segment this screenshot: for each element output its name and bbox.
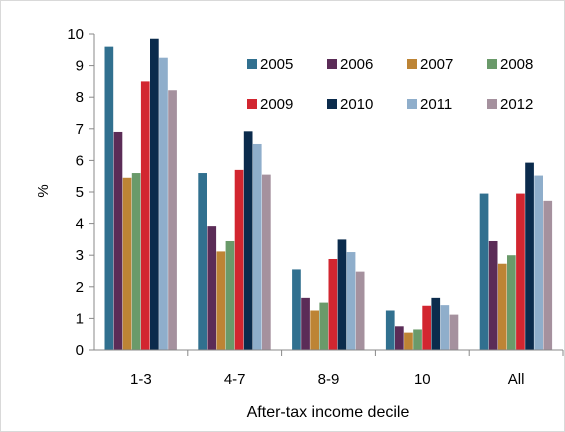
y-tick-label: 8: [76, 89, 84, 106]
bar-2008: [507, 255, 516, 350]
bar-2011: [440, 305, 450, 350]
legend-label-2007: 2007: [420, 56, 453, 73]
bar-2009: [234, 169, 244, 350]
x-axis-label: After-tax income decile: [247, 404, 410, 421]
legend-swatch-2012: [487, 99, 497, 109]
bar-2008: [131, 173, 141, 350]
y-tick-label: 1: [76, 310, 84, 327]
legend-swatch-2005: [247, 59, 257, 69]
bar-2006: [395, 326, 404, 350]
bar-2007: [497, 263, 507, 350]
legend-label-2010: 2010: [340, 96, 373, 113]
bar-2010: [525, 162, 534, 350]
bar-2007: [404, 332, 413, 350]
bar-2011: [159, 57, 168, 350]
y-tick-label: 4: [76, 216, 84, 233]
bar-2010: [150, 38, 159, 351]
y-tick-label: 2: [76, 279, 84, 296]
bar-2005: [292, 269, 301, 350]
y-tick-label: 7: [76, 121, 84, 138]
bar-2011: [252, 143, 262, 350]
bar-2009: [422, 305, 431, 350]
bar-2012: [449, 314, 459, 350]
y-tick-label: 5: [76, 184, 84, 201]
legend-swatch-2009: [247, 99, 257, 109]
y-tick-label: 0: [76, 342, 84, 359]
bar-2006: [207, 226, 217, 350]
legend-label-2006: 2006: [340, 56, 373, 73]
bar-2012: [355, 271, 365, 350]
bar-2009: [140, 81, 150, 351]
bar-2006: [113, 131, 123, 350]
x-tick-label: 1-3: [130, 371, 152, 388]
bar-2008: [225, 240, 235, 350]
bar-2008: [319, 302, 329, 350]
bar-2007: [216, 251, 226, 350]
bar-2012: [168, 90, 177, 351]
legend: 2005 2006 2007 2008 2009 2010 2011 2012: [247, 56, 533, 113]
y-tick-label: 3: [76, 247, 84, 264]
bar-2012: [543, 200, 553, 350]
legend-swatch-2010: [327, 99, 337, 109]
bar-2006: [301, 297, 310, 350]
bar-2011: [534, 175, 543, 350]
bar-2012: [262, 174, 271, 350]
y-axis-label: %: [35, 184, 52, 197]
x-tick-label: All: [508, 371, 525, 388]
legend-swatch-2011: [407, 99, 417, 109]
y-tick-label: 10: [67, 26, 84, 43]
legend-label-2011: 2011: [420, 96, 452, 113]
axes-layer: 0 1 2 3 4 5 6 7 8 9 10 1-3 4-7 8-9 10 All: [67, 26, 564, 388]
legend-swatch-2007: [407, 59, 417, 69]
bar-2009: [516, 193, 525, 350]
bar-2010: [243, 131, 253, 350]
bar-2005: [385, 310, 395, 350]
bar-2005: [479, 193, 489, 350]
legend-label-2012: 2012: [500, 96, 533, 113]
y-tick-label: 9: [76, 58, 84, 75]
bar-2005: [198, 173, 207, 350]
bar-2010: [431, 297, 441, 350]
y-tick-label: 6: [76, 152, 84, 169]
bar-2007: [122, 177, 132, 350]
legend-label-2008: 2008: [500, 56, 533, 73]
bar-2005: [104, 46, 114, 350]
legend-label-2009: 2009: [260, 96, 293, 113]
legend-label-2005: 2005: [260, 56, 293, 73]
x-tick-label: 8-9: [318, 371, 340, 388]
x-tick-label: 4-7: [224, 371, 246, 388]
bar-2006: [488, 240, 498, 350]
bar-2007: [310, 310, 319, 350]
bars-layer: [104, 38, 553, 351]
bar-2009: [328, 258, 338, 350]
bar-2008: [413, 329, 422, 350]
x-tick-label: 10: [414, 371, 431, 388]
legend-swatch-2006: [327, 59, 337, 69]
bar-2010: [337, 239, 347, 350]
legend-swatch-2008: [487, 59, 497, 69]
bar-2011: [346, 252, 356, 350]
